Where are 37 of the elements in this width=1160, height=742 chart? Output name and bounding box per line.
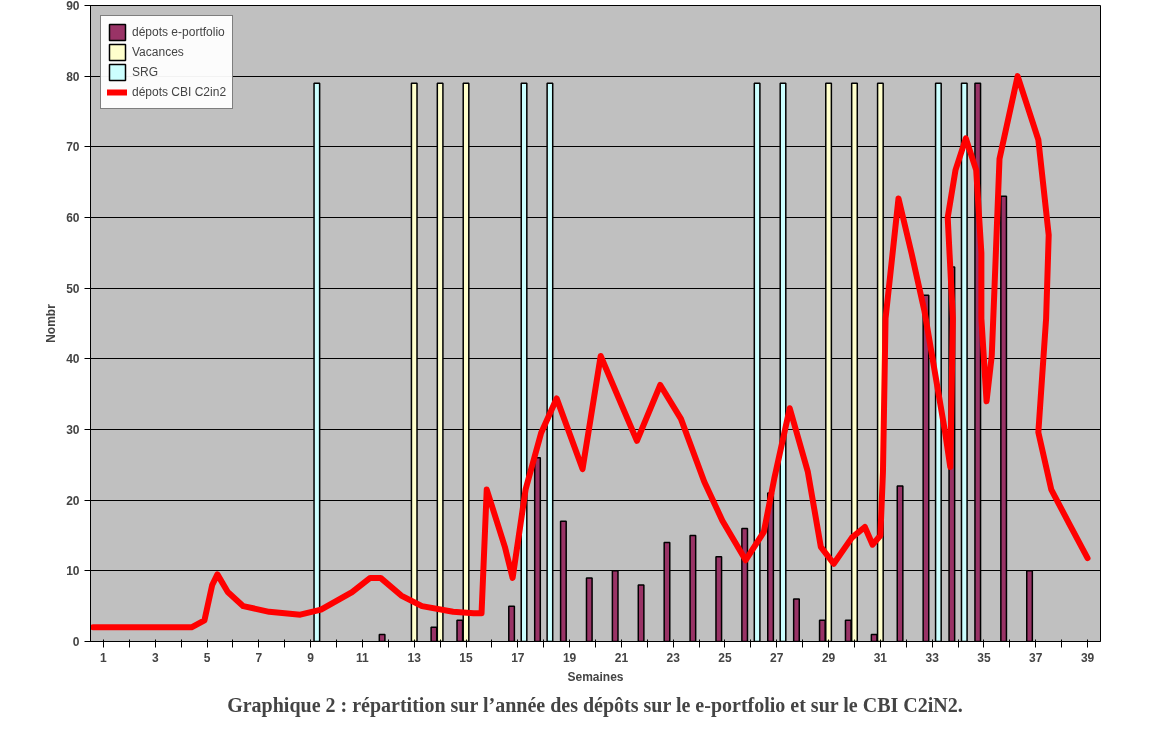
text: Graphique 2 : répartition sur l’année des dépôts sur le e-portfolio et sur le CBI C2iN2. [227,693,963,717]
x-tick-label: 11 [356,650,370,665]
x-tick-label: 17 [511,650,525,665]
y-tick-label: 20 [66,493,80,508]
x-tick-label: 33 [925,650,940,665]
x-tick-label: 1 [100,650,108,665]
x-tick-label: 31 [873,650,888,665]
y-axis-title: Nombr [44,303,59,343]
x-tick-label: 7 [255,650,263,665]
legend-label: dépots CBI C2in2 [132,85,227,99]
y-tick-label: 50 [66,281,80,296]
x-tick-label: 13 [407,650,422,665]
x-axis-title: Semaines [567,669,624,684]
x-tick-label: 35 [977,650,991,665]
x-tick-label: 23 [666,650,681,665]
x-tick-label: 27 [770,650,784,665]
y-tick-label: 90 [66,0,80,13]
legend-label: Vacances [132,45,184,59]
x-tick-label: 25 [718,650,732,665]
x-tick-label: 39 [1080,650,1095,665]
x-tick-label: 9 [307,650,315,665]
y-tick-label: 80 [66,69,80,84]
y-tick-label: 30 [66,423,80,437]
legend-label: dépots e-portfolio [132,25,225,39]
y-tick-label: 60 [66,211,80,225]
x-tick-label: 19 [562,650,577,665]
x-tick-label: 5 [203,650,211,665]
legend-label: SRG [132,65,159,79]
x-tick-label: 37 [1029,650,1043,665]
y-tick-label: 40 [66,352,80,367]
y-tick-label: 10 [66,564,80,579]
y-tick-label: 0 [72,635,80,649]
x-tick-label: 3 [151,650,159,665]
x-tick-label: 21 [614,650,629,665]
x-tick-label: 15 [459,650,474,665]
x-tick-label: 29 [821,650,836,665]
y-tick-label: 70 [66,140,80,155]
